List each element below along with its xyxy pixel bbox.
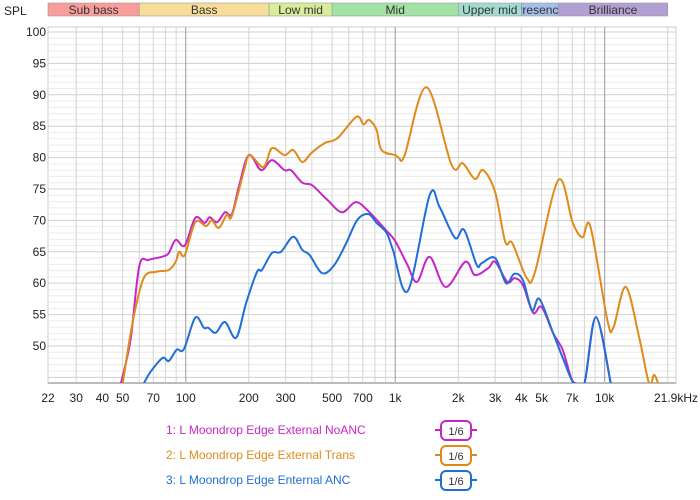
smoothing-label: 1/6 xyxy=(448,476,463,488)
x-tick-label: 30 xyxy=(70,391,84,405)
x-tick-label: 22 xyxy=(41,391,55,405)
band-label: Low mid xyxy=(278,3,323,17)
band-label-group: Upper mid xyxy=(462,3,517,17)
grid xyxy=(47,26,677,384)
x-tick-label: 5k xyxy=(535,391,549,405)
x-tick-label: 40 xyxy=(96,391,110,405)
band-label: Sub bass xyxy=(69,3,119,17)
y-tick-label: 75 xyxy=(33,182,47,196)
band-label: Brilliance xyxy=(589,3,638,17)
band-label-group: Presence xyxy=(514,3,565,17)
smoothing-label: 1/6 xyxy=(448,426,463,438)
x-tick-label: 3k xyxy=(489,391,503,405)
legend-entry-3: 3: L Moondrop Edge Enternal ANC xyxy=(166,473,351,487)
x-tick-label: 300 xyxy=(276,391,296,405)
smoothing-label: 1/6 xyxy=(448,451,463,463)
band-label-group: Sub bass xyxy=(69,3,119,17)
x-tick-label: 500 xyxy=(322,391,342,405)
series-line-2 xyxy=(121,86,659,383)
band-label-group: Brilliance xyxy=(589,3,638,17)
x-tick-label: 700 xyxy=(353,391,373,405)
y-tick-label: 65 xyxy=(33,245,47,259)
x-tick-label: 7k xyxy=(566,391,580,405)
x-tick-label: 2k xyxy=(452,391,466,405)
x-tick-label: 10k xyxy=(595,391,615,405)
y-tick-label: 70 xyxy=(33,213,47,227)
smoothing-badge xyxy=(440,420,472,441)
band-label: Presence xyxy=(514,3,565,17)
band-label-group: Mid xyxy=(386,3,405,17)
series-line-1 xyxy=(119,153,612,383)
x-tick-label: 200 xyxy=(239,391,259,405)
x-tick-label: 21.9kHz xyxy=(654,391,698,405)
legend: 1: L Moondrop Edge External NoANC 1/6 2: L… xyxy=(166,420,477,491)
series-lines xyxy=(119,86,659,383)
band-label-group: Low mid xyxy=(278,3,323,17)
x-tick-label: 4k xyxy=(515,391,529,405)
y-tick-label: 80 xyxy=(33,151,47,165)
band-brilliance xyxy=(557,2,669,17)
x-tick-label: 1k xyxy=(389,391,403,405)
y-tick-label: 100 xyxy=(26,25,46,39)
x-tick-labels: 22 30 40 50 70 100 200 300 500 700 1k 2k 3k 4k 5k 7k 10k… xyxy=(41,391,698,405)
x-tick-label: 50 xyxy=(116,391,130,405)
smoothing-badge xyxy=(440,470,472,491)
band-label: Mid xyxy=(386,3,405,17)
band-label: Bass xyxy=(191,3,218,17)
y-tick-label: 85 xyxy=(33,119,47,133)
legend-entry-1: 1: L Moondrop Edge External NoANC xyxy=(166,423,366,437)
smoothing-badge xyxy=(440,445,472,466)
y-tick-label: 90 xyxy=(33,88,47,102)
legend-entry-2: 2: L Moondrop Edge External Trans xyxy=(166,448,355,462)
y-tick-label: 60 xyxy=(33,276,47,290)
y-tick-label: 95 xyxy=(33,56,47,70)
band-label: Upper mid xyxy=(462,3,517,17)
y-tick-labels: 50 55 60 65 70 75 80 85 90 95 100 xyxy=(26,25,46,353)
band-label-group: Bass xyxy=(191,3,218,17)
x-tick-label: 70 xyxy=(147,391,161,405)
y-tick-label: 55 xyxy=(33,308,47,322)
y-tick-label: 50 xyxy=(33,339,47,353)
x-tick-label: 100 xyxy=(176,391,196,405)
series-line-3 xyxy=(142,189,612,383)
y-axis-label: SPL xyxy=(4,4,27,18)
